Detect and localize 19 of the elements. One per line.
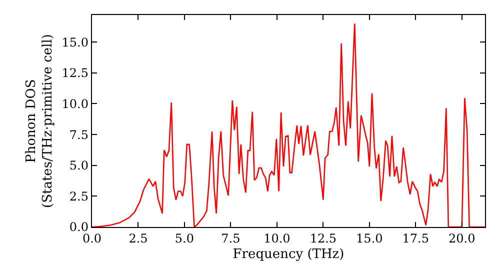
- x-tick-label: 7.5: [221, 232, 240, 246]
- y-tick-label: 15.0: [62, 35, 88, 50]
- y-tick-label: 2.5: [69, 189, 88, 204]
- x-tick-label: 12.5: [310, 232, 337, 246]
- x-tick-label: 17.5: [402, 232, 430, 246]
- y-tick-label: 10.0: [62, 96, 88, 111]
- x-tick-label: 20.0: [448, 232, 476, 246]
- x-tick-label: 15.0: [356, 232, 383, 246]
- y-tick-label: 7.5: [69, 128, 88, 142]
- x-tick-label: 10.0: [264, 232, 290, 246]
- x-axis-title: Frequency (THz): [232, 247, 344, 262]
- y-tick-label: 12.5: [62, 66, 88, 80]
- y-tick-label: 0.0: [69, 220, 88, 234]
- x-tick-label: 2.5: [128, 232, 148, 246]
- y-axis-title: Phonon DOS (States/THz·primitive cell): [24, 34, 56, 208]
- x-tick-label: 5.0: [174, 232, 194, 246]
- x-tick-label: 0.0: [82, 232, 102, 246]
- y-tick-label: 5.0: [69, 158, 88, 173]
- line-series: [92, 22, 485, 227]
